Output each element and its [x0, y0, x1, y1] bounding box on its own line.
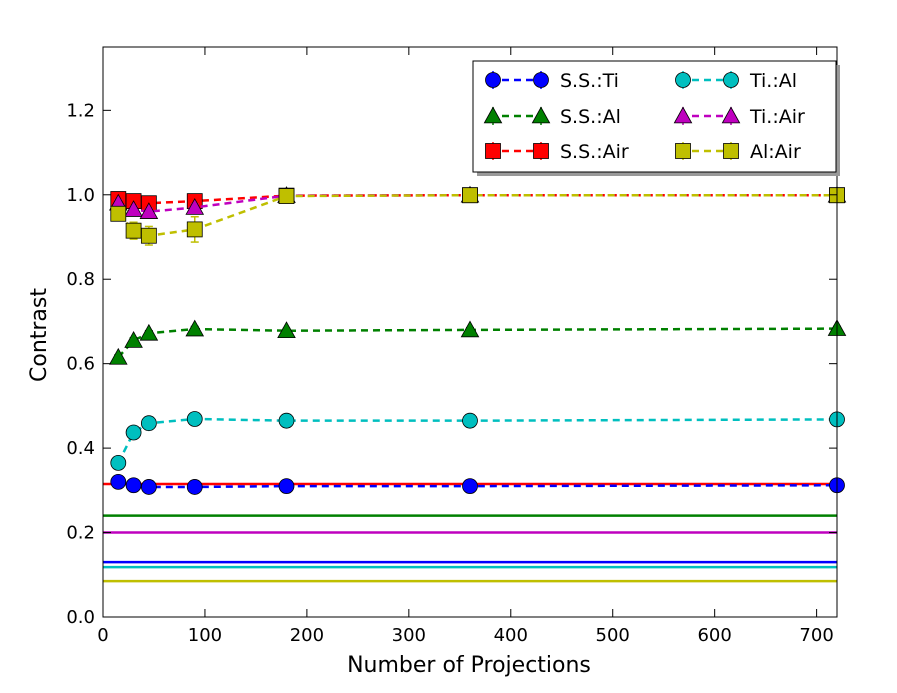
- data-point-ti-al: [462, 412, 478, 429]
- data-point-al-air: [186, 221, 203, 238]
- x-tick-label: 300: [392, 625, 426, 646]
- legend-marker-s-s-al: [531, 106, 551, 124]
- data-point-s-s-al: [139, 323, 159, 341]
- y-tick-label: 0.6: [66, 354, 95, 375]
- data-point-ti-al: [186, 411, 203, 427]
- y-axis-label: Contrast: [27, 288, 52, 382]
- data-point-ti-air: [185, 197, 205, 215]
- legend-marker-s-s-ti: [485, 72, 501, 88]
- data-point-al-air: [462, 187, 478, 204]
- legend-label-s-s-ti: S.S.:Ti: [560, 70, 619, 92]
- y-tick-label: 0.8: [66, 269, 95, 290]
- legend-marker-al-air: [675, 143, 691, 159]
- legend-item-s-s-al: S.S.:Al: [483, 106, 621, 128]
- data-point-al-air: [110, 205, 127, 222]
- data-point-ti-air: [124, 200, 143, 217]
- data-point-s-s-ti: [462, 478, 478, 495]
- data-point-s-s-ti: [140, 479, 157, 495]
- legend-item-ti-al: Ti.:Al: [675, 70, 797, 92]
- data-point-al-air: [140, 227, 157, 244]
- legend-marker-s-s-air: [485, 143, 501, 159]
- y-tick-label: 0.2: [66, 523, 95, 544]
- legend-label-s-s-air: S.S.:Air: [560, 141, 629, 163]
- data-point-ti-al: [140, 415, 157, 432]
- x-axis-label: Number of Projections: [347, 653, 591, 678]
- data-point-s-s-ti: [186, 479, 203, 495]
- x-tick-label: 200: [290, 625, 324, 646]
- series-s-s-al: [108, 319, 847, 365]
- legend: S.S.:Ti S.S.:Al S.S.:Air Ti.:Al Ti.:Air Al:Ai…: [472, 60, 840, 176]
- data-point-ti-al: [278, 412, 295, 429]
- reference-lines: [103, 482, 837, 583]
- legend-marker-al-air: [723, 143, 739, 159]
- axes-group: 0 100 200 300 400 500 600 700 0.0 0.2 0.4 0.6 0.8 1.0…: [66, 47, 837, 646]
- data-point-ti-al: [110, 454, 127, 471]
- legend-label-s-s-al: S.S.:Al: [560, 106, 621, 128]
- data-point-ti-al: [125, 424, 142, 441]
- data-point-s-s-ti: [278, 478, 295, 495]
- plot-frame: [102, 46, 838, 618]
- legend-item-s-s-air: S.S.:Air: [485, 141, 629, 163]
- data-point-s-s-al: [460, 320, 480, 338]
- legend-marker-ti-al: [675, 72, 691, 88]
- data-point-s-s-al: [124, 330, 143, 348]
- series-line-ti-al: [117, 417, 838, 464]
- legend-marker-s-s-ti: [533, 72, 549, 88]
- y-tick-label: 0.0: [66, 607, 95, 628]
- data-point-s-s-al: [277, 321, 296, 339]
- x-tick-label: 100: [188, 625, 222, 646]
- data-point-al-air: [278, 188, 295, 204]
- x-tick-label: 500: [596, 625, 630, 646]
- legend-item-ti-air: Ti.:Air: [673, 106, 805, 128]
- y-tick-label: 1.2: [66, 100, 95, 121]
- series-al-air: [110, 187, 845, 246]
- data-point-s-s-ti: [125, 477, 142, 494]
- x-tick-label: 700: [799, 625, 833, 646]
- legend-marker-ti-al: [723, 72, 739, 88]
- x-tick-label: 400: [494, 625, 528, 646]
- y-tick-label: 1.0: [66, 185, 95, 206]
- legend-label-ti-air: Ti.:Air: [749, 106, 805, 128]
- data-point-s-s-ti: [110, 473, 127, 490]
- legend-marker-ti-air: [673, 106, 693, 124]
- legend-item-al-air: Al:Air: [675, 141, 801, 163]
- series-group: [108, 185, 847, 495]
- legend-marker-s-s-air: [533, 143, 549, 159]
- series-ti-al: [110, 411, 845, 471]
- x-tick-label: 600: [697, 625, 731, 646]
- data-point-al-air: [125, 222, 142, 239]
- y-tick-label: 0.4: [66, 438, 95, 459]
- data-point-ti-air: [139, 202, 159, 219]
- legend-marker-ti-air: [721, 106, 741, 124]
- data-point-s-s-al: [185, 319, 205, 337]
- series-line-s-s-al: [117, 327, 838, 359]
- legend-item-s-s-ti: S.S.:Ti: [485, 70, 619, 92]
- series-s-s-ti: [110, 473, 845, 495]
- x-tick-label: 0: [97, 625, 108, 646]
- legend-label-ti-al: Ti.:Al: [749, 70, 797, 92]
- legend-label-al-air: Al:Air: [750, 141, 801, 163]
- data-point-s-s-al: [108, 347, 128, 365]
- legend-marker-s-s-al: [483, 106, 503, 124]
